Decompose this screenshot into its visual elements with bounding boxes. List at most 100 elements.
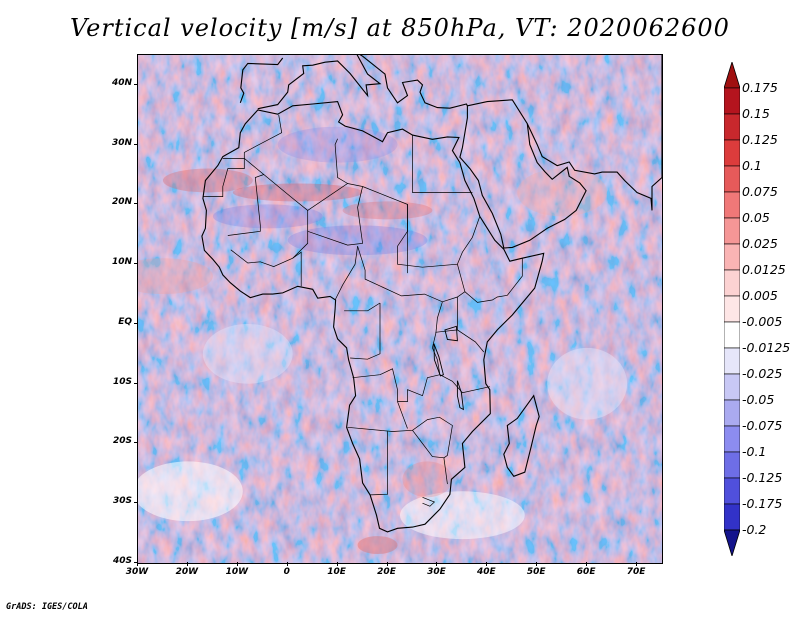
lon-tick-label: 40E [476,567,496,577]
lon-tick-mark [286,562,288,566]
lon-tick-label: 30W [125,567,149,577]
field-band [138,258,213,295]
country-border [352,368,408,429]
colorbar-level-label: -0.075 [742,418,783,433]
coastlines [201,55,662,533]
colorbar-level-label: 0.075 [742,184,778,199]
africa-coastline [201,101,545,533]
field-band [517,168,608,217]
lat-tick-label: EQ [118,316,132,327]
field-band [402,461,453,498]
country-border [397,374,440,402]
colorbar-segment [724,347,740,375]
colorbar-bottom-arrow [724,529,740,556]
colorbar-segment [724,113,740,141]
colorbar-segment [724,243,740,271]
field-band [277,126,398,163]
lon-tick-mark [636,562,638,566]
colorbar-segment [724,139,740,167]
colorbar-segment [724,217,740,245]
colorbar-segment [724,87,740,115]
colorbar-level-label: 0.005 [742,288,778,303]
colorbar-segment [724,269,740,297]
colorbar-level-label: 0.1 [742,158,762,173]
country-borders [202,114,523,507]
field-band [287,225,428,256]
country-border [334,138,348,184]
field-band [162,168,253,193]
lat-tick-mark [134,502,138,504]
mediterranean-coastline [257,55,468,110]
lon-tick-mark [386,562,388,566]
velocity-field-bands [138,126,628,555]
lat-tick-label: 30N [111,137,132,148]
lon-tick-label: 20W [175,567,199,577]
country-border [397,204,481,268]
colorbar-level-label: -0.005 [742,314,783,329]
field-band [547,347,628,420]
lat-tick-mark [134,83,138,85]
colorbar-level-label: 0.15 [742,106,770,121]
field-band [138,461,243,522]
arabia-coastline [459,99,587,249]
colorbar-segment [724,191,740,219]
lon-tick-label: 60E [576,567,596,577]
colorbar-segment [724,503,740,531]
country-border [432,301,443,375]
lon-tick-label: 70E [626,567,646,577]
country-border [457,264,466,292]
map-canvas [138,55,662,563]
lon-tick-mark [586,562,588,566]
colorbar-top-arrow [724,62,740,89]
lat-tick-mark [134,322,138,324]
colorbar-level-label: -0.05 [742,392,775,407]
field-band [400,491,525,540]
lon-tick-label: 10W [225,567,249,577]
iran-coastline [526,55,662,211]
country-border [350,303,381,360]
iberia-coastline [239,57,284,103]
country-border [412,430,448,485]
colorbar-segment [724,477,740,505]
colorbar [724,62,740,556]
colorbar-level-label: -0.0125 [742,340,791,355]
lon-tick-label: 30E [427,567,446,577]
lon-tick-label: 0 [283,567,290,577]
country-border [202,158,245,197]
field-band [212,204,323,229]
colorbar-level-label: -0.025 [742,366,783,381]
lon-tick-mark [137,562,138,566]
country-border [412,135,473,193]
country-border [370,431,388,496]
lat-tick-label: 10N [111,257,132,268]
lat-tick-label: 30S [112,496,132,507]
colorbar-level-label: 0.0125 [742,262,786,277]
lon-tick-mark [486,562,488,566]
lon-tick-mark [536,562,538,566]
country-border [307,186,363,246]
colorbar-segment [724,451,740,479]
country-border [222,114,283,159]
colorbar-level-label: 0.025 [742,236,778,251]
lat-tick-label: 40S [112,556,132,566]
colorbar-level-label: -0.125 [742,470,783,485]
colorbar-level-label: 0.125 [742,132,778,147]
lat-tick-mark [134,562,138,563]
lon-tick-mark [236,562,238,566]
colorbar-segment [724,373,740,401]
lake-outline [456,380,464,411]
lon-tick-mark [336,562,338,566]
country-border [227,174,264,236]
colorbar-level-label: 0.175 [742,80,778,95]
credit-footer: GrADS: IGES/COLA [6,602,88,612]
field-band [342,201,433,220]
country-border [422,496,436,507]
colorbar-level-label: -0.1 [742,444,767,459]
country-border [334,246,358,301]
lon-tick-label: 10E [327,567,346,577]
colorbar-level-label: -0.175 [742,496,783,511]
country-border [357,246,523,303]
lat-tick-mark [134,442,138,444]
country-border [230,231,309,267]
country-border [344,302,381,312]
